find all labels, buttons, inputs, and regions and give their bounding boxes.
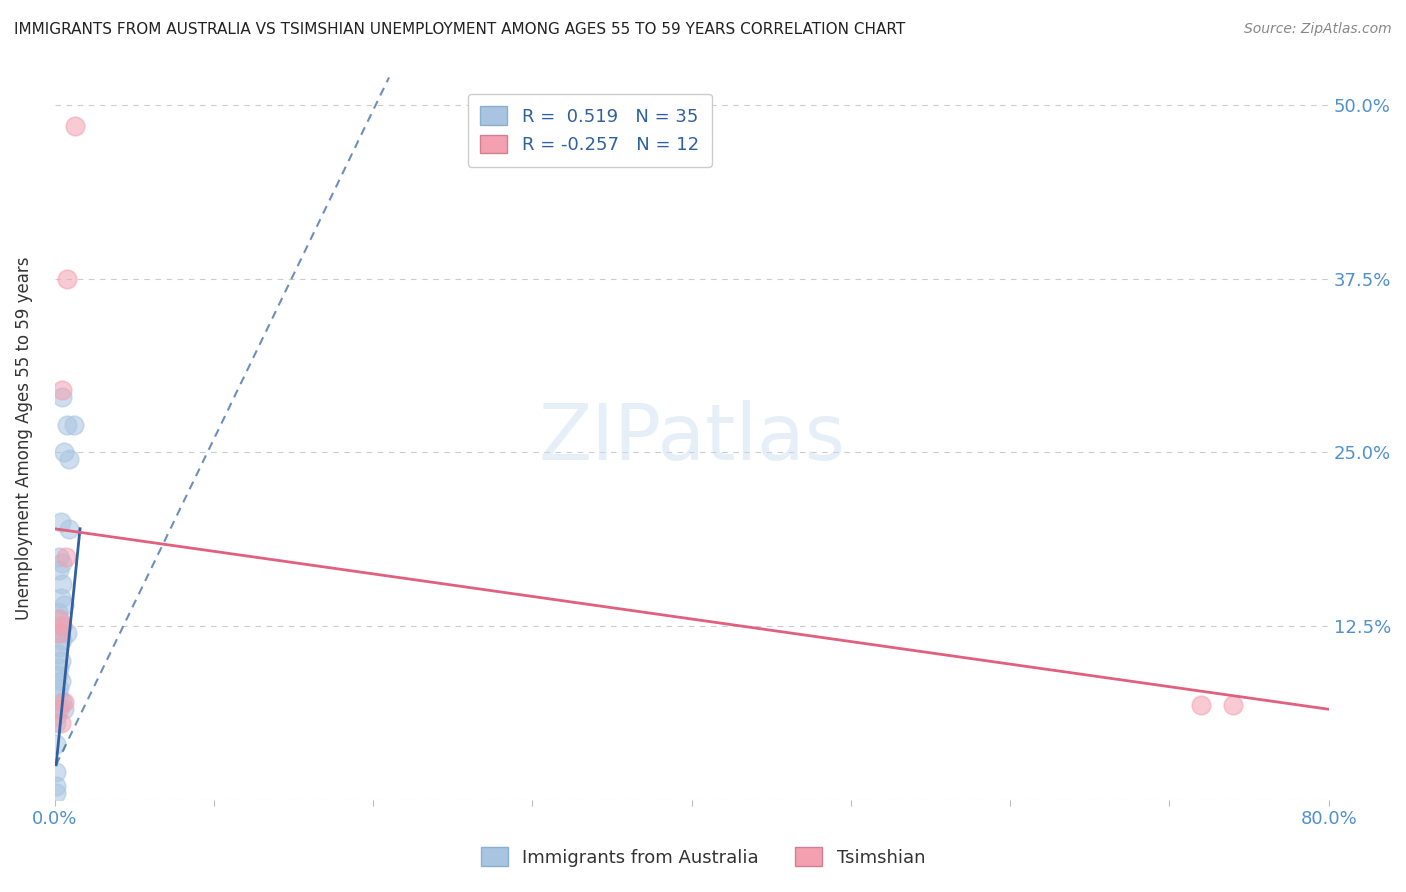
Point [49, 654, 72, 668]
Point [62, 417, 84, 432]
Point [58, 452, 80, 467]
Point [53, 702, 76, 716]
Point [53, 598, 76, 612]
Point [51, 557, 73, 571]
Point [51, 619, 73, 633]
Point [45, 737, 67, 751]
Point [51, 383, 73, 397]
Point [46, 647, 69, 661]
Point [49, 591, 72, 606]
Legend: R =  0.519   N = 35, R = -0.257   N = 12: R = 0.519 N = 35, R = -0.257 N = 12 [468, 94, 711, 167]
Point [65, 119, 87, 133]
Point [56, 417, 79, 432]
Point [55, 549, 77, 564]
Point [48, 702, 70, 716]
Point [48, 660, 70, 674]
Point [45, 709, 67, 723]
Text: IMMIGRANTS FROM AUSTRALIA VS TSIMSHIAN UNEMPLOYMENT AMONG AGES 55 TO 59 YEARS CO: IMMIGRANTS FROM AUSTRALIA VS TSIMSHIAN U… [14, 22, 905, 37]
Point [51, 390, 73, 404]
Point [49, 716, 72, 731]
Point [48, 549, 70, 564]
Point [51, 632, 73, 647]
Point [49, 515, 72, 529]
Point [51, 577, 73, 591]
Point [45, 779, 67, 793]
Text: ZIPatlas: ZIPatlas [538, 401, 845, 476]
Point [53, 695, 76, 709]
Point [45, 716, 67, 731]
Point [45, 764, 67, 779]
Text: Source: ZipAtlas.com: Source: ZipAtlas.com [1244, 22, 1392, 37]
Point [46, 667, 69, 681]
Point [51, 619, 73, 633]
Point [48, 681, 70, 696]
Point [48, 612, 70, 626]
Point [45, 786, 67, 800]
Point [48, 612, 70, 626]
Point [49, 674, 72, 689]
Point [56, 626, 79, 640]
Point [53, 445, 76, 459]
Point [48, 563, 70, 577]
Y-axis label: Unemployment Among Ages 55 to 59 years: Unemployment Among Ages 55 to 59 years [15, 257, 32, 620]
Point [56, 272, 79, 286]
Point [46, 605, 69, 619]
Point [1222, 698, 1244, 712]
Point [48, 626, 70, 640]
Legend: Immigrants from Australia, Tsimshian: Immigrants from Australia, Tsimshian [474, 840, 932, 874]
Point [48, 626, 70, 640]
Point [58, 522, 80, 536]
Point [46, 689, 69, 703]
Point [51, 695, 73, 709]
Point [1189, 698, 1212, 712]
Point [48, 640, 70, 654]
